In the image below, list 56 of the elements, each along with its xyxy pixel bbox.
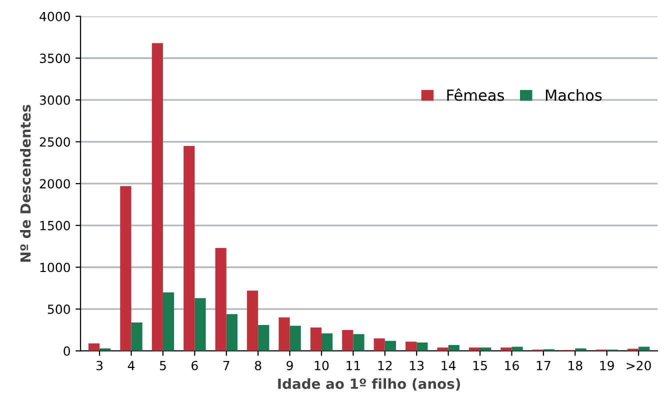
bar bbox=[512, 346, 523, 351]
x-tick-label: 6 bbox=[192, 360, 198, 370]
y-tick-label: 3500 bbox=[40, 54, 70, 64]
legend-label: Fêmeas bbox=[447, 88, 504, 101]
x-tick-label: 19 bbox=[600, 360, 614, 370]
x-tick-label: 16 bbox=[505, 360, 519, 370]
y-tick-label: 2000 bbox=[40, 179, 70, 189]
x-tick-label: >20 bbox=[626, 360, 651, 370]
y-tick-label: 1000 bbox=[40, 262, 70, 272]
bar bbox=[310, 327, 322, 351]
bar bbox=[215, 248, 226, 351]
x-tick-label: 18 bbox=[568, 360, 582, 370]
bar bbox=[437, 348, 448, 351]
bar bbox=[246, 290, 258, 351]
y-tick-label: 4000 bbox=[40, 12, 70, 22]
bar bbox=[258, 324, 270, 351]
y-tick-label: 0 bbox=[64, 346, 70, 356]
bar bbox=[226, 314, 238, 351]
bar bbox=[416, 342, 428, 351]
y-tick-label: 1500 bbox=[40, 220, 70, 230]
y-tick-label: 3000 bbox=[40, 95, 70, 105]
x-tick-label: 15 bbox=[473, 360, 487, 370]
x-tick-label: 3 bbox=[96, 360, 103, 370]
x-tick-label: 11 bbox=[346, 360, 360, 370]
x-tick-label: 10 bbox=[314, 360, 329, 370]
bar bbox=[374, 338, 385, 351]
bar bbox=[342, 330, 354, 351]
bar bbox=[290, 326, 301, 351]
x-tick-label: 7 bbox=[223, 360, 230, 370]
bar bbox=[131, 322, 142, 351]
y-axis-title: Nº de Descendentes bbox=[20, 104, 31, 262]
x-tick-label: 12 bbox=[378, 360, 392, 370]
y-tick-label: 500 bbox=[48, 304, 70, 314]
bar bbox=[321, 333, 333, 351]
x-axis-title: Idade ao 1º filho (anos) bbox=[278, 378, 460, 391]
bar bbox=[184, 146, 195, 351]
bar bbox=[162, 292, 174, 351]
bar bbox=[448, 345, 460, 351]
bar bbox=[384, 340, 396, 351]
x-tick-label: 8 bbox=[254, 360, 262, 370]
bar bbox=[353, 334, 364, 351]
bar bbox=[152, 43, 163, 351]
y-tick-label: 2500 bbox=[40, 137, 70, 147]
x-tick-label: 4 bbox=[128, 360, 135, 370]
x-tick-label: 14 bbox=[442, 360, 456, 370]
bar bbox=[120, 186, 132, 351]
x-tick-label: 13 bbox=[410, 360, 424, 370]
x-tick-label: 5 bbox=[160, 360, 166, 370]
bar bbox=[638, 346, 650, 351]
bar bbox=[278, 317, 290, 351]
x-tick-label: 9 bbox=[286, 360, 293, 370]
x-tick-label: 17 bbox=[536, 360, 550, 370]
bar bbox=[194, 298, 206, 351]
bar bbox=[88, 343, 100, 351]
legend-label: Machos bbox=[546, 89, 602, 101]
bar bbox=[406, 342, 417, 351]
